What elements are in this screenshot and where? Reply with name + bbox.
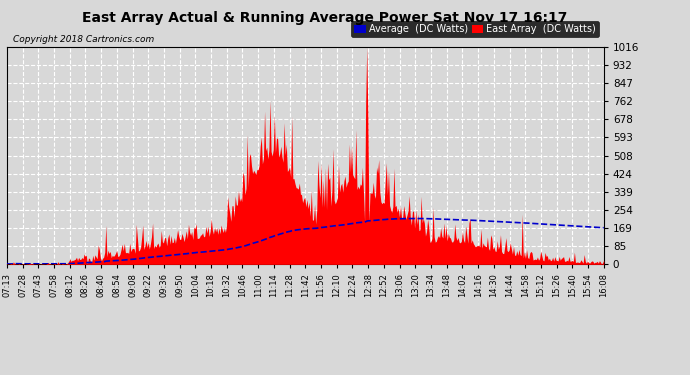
- Text: Copyright 2018 Cartronics.com: Copyright 2018 Cartronics.com: [13, 35, 154, 44]
- Text: East Array Actual & Running Average Power Sat Nov 17 16:17: East Array Actual & Running Average Powe…: [81, 11, 567, 25]
- Legend: Average  (DC Watts), East Array  (DC Watts): Average (DC Watts), East Array (DC Watts…: [351, 21, 599, 37]
